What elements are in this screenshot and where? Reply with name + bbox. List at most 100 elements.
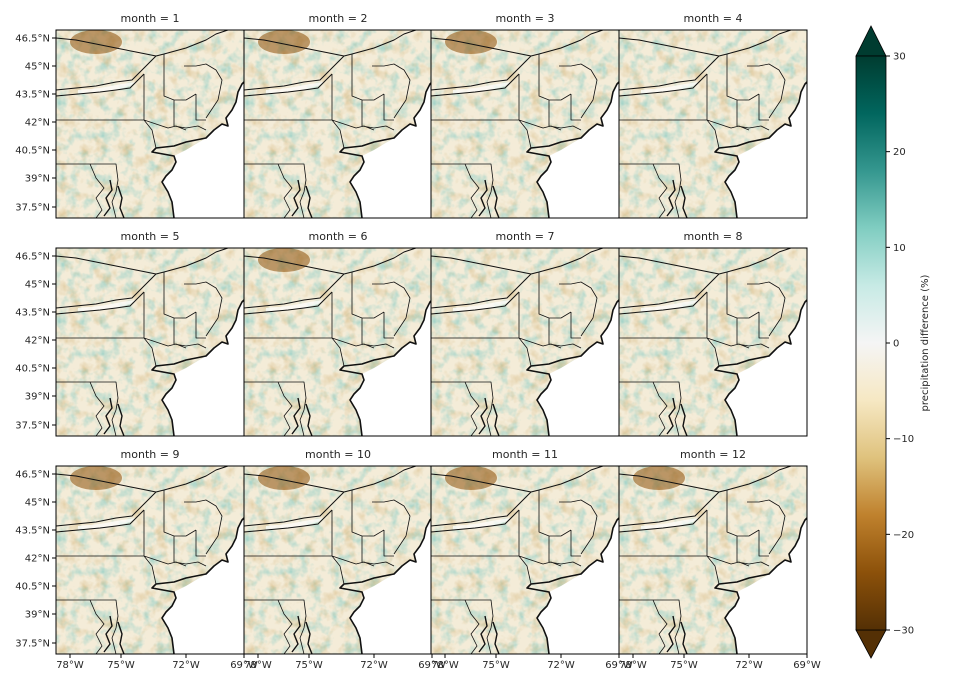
lat-tick-label: 42°N <box>25 118 50 129</box>
international-border <box>430 29 604 57</box>
lake-shoreline <box>243 53 353 91</box>
international-border <box>243 247 417 275</box>
dry-anomaly-patch <box>258 248 310 272</box>
dry-anomaly-patch <box>633 466 685 490</box>
chesapeake-coastline <box>291 397 313 437</box>
lon-tick-label: 69°W <box>793 660 821 671</box>
panel-title: month = 5 <box>121 230 180 243</box>
colorbar-label: precipitation difference (%) <box>920 274 931 411</box>
colorbar-tick-label: 10 <box>893 243 906 254</box>
international-border <box>430 465 604 493</box>
dry-anomaly-patch <box>258 30 310 54</box>
lake-shoreline <box>55 271 165 309</box>
lake-shoreline <box>55 53 165 91</box>
map-panel: month = 12 78°W 75°W 72°W 69°W <box>618 448 821 671</box>
lake-shoreline <box>55 489 165 527</box>
colorbar-tick-label: 0 <box>893 339 899 350</box>
international-border <box>243 465 417 493</box>
lake-shoreline <box>243 271 353 309</box>
lake-shoreline <box>618 73 708 97</box>
lon-tick-label: 72°W <box>360 660 388 671</box>
lon-tick-label: 72°W <box>547 660 575 671</box>
lake-shoreline <box>430 271 540 309</box>
lat-tick-label: 40.5°N <box>15 364 50 375</box>
ocean <box>162 518 244 654</box>
panel-title: month = 10 <box>305 448 371 461</box>
lat-tick-label: 37.5°N <box>15 639 50 650</box>
lake-shoreline <box>430 291 520 315</box>
lake-shoreline <box>430 53 540 91</box>
lat-tick-label: 46.5°N <box>15 252 50 263</box>
coastline <box>714 517 808 655</box>
ocean <box>350 300 432 436</box>
ocean <box>537 518 619 654</box>
lake <box>453 518 511 530</box>
state-borders <box>244 490 411 655</box>
lon-tick-label: 78°W <box>244 660 272 671</box>
dry-anomaly-patch <box>70 30 122 54</box>
chesapeake-coastline <box>291 615 313 655</box>
coastline <box>151 81 245 219</box>
map-panel: month = 9 46.5°N 45°N 43.5°N 42°N 40.5°N 39°N 3… <box>15 448 258 671</box>
international-border <box>618 247 792 275</box>
lake-shoreline <box>430 73 520 97</box>
lake-shoreline <box>55 509 145 533</box>
panel-title: month = 8 <box>684 230 743 243</box>
coastline <box>339 517 433 655</box>
lake <box>78 518 136 530</box>
lake <box>641 82 699 94</box>
chesapeake-coastline <box>666 397 688 437</box>
lon-tick-label: 69°W <box>418 660 446 671</box>
map-panel: month = 2 <box>243 12 433 219</box>
lake <box>78 300 136 312</box>
lon-tick-label: 72°W <box>735 660 763 671</box>
lon-tick-label: 78°W <box>56 660 84 671</box>
lake <box>641 518 699 530</box>
chesapeake-coastline <box>666 615 688 655</box>
colorbar: 30 20 10 0 −10 −20 −30 precipitation difference… <box>855 25 931 659</box>
lake-shoreline <box>618 291 708 315</box>
lake-shoreline <box>618 489 728 527</box>
panel-title: month = 7 <box>496 230 555 243</box>
lake-shoreline <box>430 509 520 533</box>
lon-tick-label: 72°W <box>172 660 200 671</box>
ocean <box>725 300 807 436</box>
lon-tick-label: 75°W <box>107 660 135 671</box>
coastline <box>339 299 433 437</box>
map-panel: month = 10 78°W 75°W 72°W 69°W <box>243 448 446 671</box>
lat-tick-label: 39°N <box>25 392 50 403</box>
state-borders <box>56 272 223 437</box>
chesapeake-coastline <box>478 615 500 655</box>
lake <box>78 82 136 94</box>
panel-frame <box>618 29 808 219</box>
lake <box>641 300 699 312</box>
chesapeake-coastline <box>103 179 125 219</box>
lat-tick-label: 39°N <box>25 174 50 185</box>
lat-tick-label: 43.5°N <box>15 90 50 101</box>
lat-tick-label: 45°N <box>25 498 50 509</box>
lat-tick-label: 43.5°N <box>15 308 50 319</box>
lake-shoreline <box>618 53 728 91</box>
lat-tick-label: 40.5°N <box>15 582 50 593</box>
panel-title: month = 9 <box>121 448 180 461</box>
panel-title: month = 2 <box>309 12 368 25</box>
colorbar-extend-max <box>855 25 887 57</box>
ocean <box>350 518 432 654</box>
state-borders <box>56 54 223 219</box>
ocean <box>537 82 619 218</box>
lon-tick-label: 69°W <box>605 660 633 671</box>
colorbar-extend-min <box>855 629 887 659</box>
state-borders <box>56 490 223 655</box>
lake <box>266 518 324 530</box>
colorbar-tick-label: 30 <box>893 52 906 63</box>
colorbar-tick-label: −10 <box>893 434 914 445</box>
panel-title: month = 12 <box>680 448 746 461</box>
map-panel: month = 8 <box>618 230 808 437</box>
chesapeake-coastline <box>478 179 500 219</box>
state-borders <box>431 54 598 219</box>
international-border <box>618 465 792 493</box>
map-panel: month = 4 <box>618 12 808 219</box>
dry-anomaly-patch <box>445 30 497 54</box>
map-panel: month = 6 <box>243 230 433 437</box>
lon-tick-label: 78°W <box>431 660 459 671</box>
